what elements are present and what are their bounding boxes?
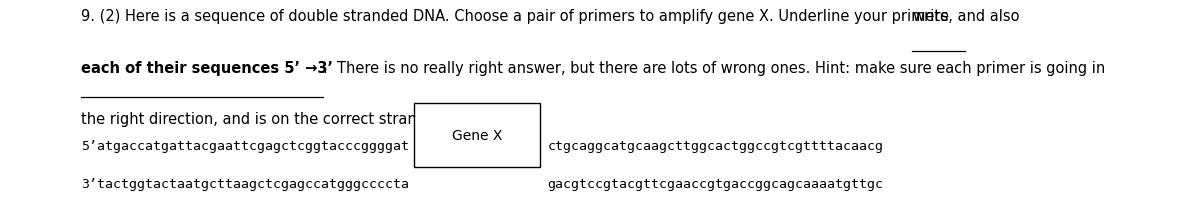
- Text: 3’tactggtactaatgcttaagctcgagccatgggccccta: 3’tactggtactaatgcttaagctcgagccatgggcccct…: [82, 177, 409, 190]
- Text: gacgtccgtacgttcgaaccgtgaccggcagcaaaatgttgc: gacgtccgtacgttcgaaccgtgaccggcagcaaaatgtt…: [547, 177, 883, 190]
- Text: 9. (2) Here is a sequence of double stranded DNA. Choose a pair of primers to am: 9. (2) Here is a sequence of double stra…: [82, 9, 1025, 24]
- Text: ctgcaggcatgcaagcttggcactggccgtcgttttacaacg: ctgcaggcatgcaagcttggcactggccgtcgttttacaa…: [547, 139, 883, 152]
- Text: the right direction, and is on the correct strand.: the right direction, and is on the corre…: [82, 112, 431, 127]
- Text: each of their sequences 5’ →3’: each of their sequences 5’ →3’: [82, 61, 334, 75]
- Text: Gene X: Gene X: [452, 129, 503, 142]
- Text: .  There is no really right answer, but there are lots of wrong ones. Hint: make: . There is no really right answer, but t…: [323, 61, 1105, 75]
- Text: write: write: [912, 9, 949, 24]
- FancyBboxPatch shape: [414, 104, 540, 167]
- Text: 5’atgaccatgattacgaattcgagctcggtacccggggat: 5’atgaccatgattacgaattcgagctcggtacccgggga…: [82, 139, 409, 152]
